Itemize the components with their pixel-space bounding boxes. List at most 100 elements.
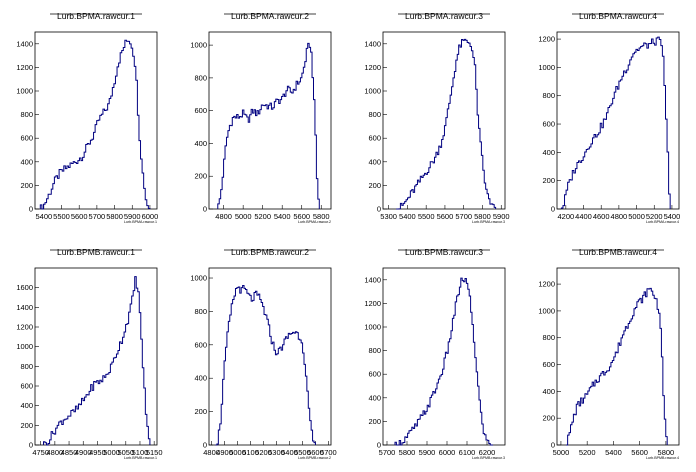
x-tick-label: 5300 [380,212,397,221]
y-tick-label: 1600 [16,283,33,292]
histogram-series [394,277,493,446]
x-tick-label: 5900 [124,212,141,221]
x-tick-label: 4950 [89,448,106,457]
y-tick-label: 0 [29,205,33,214]
x-tick-label: 5900 [493,212,510,221]
y-tick-label: 1400 [16,303,33,312]
chart-title: Lurb.BPMB.rawcur.3 [405,247,483,257]
y-tick-label: 600 [20,382,33,391]
x-tick-label: 4750 [32,448,49,457]
histogram-panel: Lurb.BPMB.rawcur.4 0 200 400 600 800 1000 1200 5… [522,236,696,472]
chart-title: Lurb.BPMB.rawcur.1 [57,247,135,257]
y-tick-label: 400 [368,393,381,402]
y-tick-label: 1000 [538,63,555,72]
x-tick-label: 5700 [455,212,472,221]
histogram-series [217,42,320,209]
y-tick-label: 200 [368,181,381,190]
x-tick-label: 5150 [146,448,163,457]
histogram-panel: Lurb.BPMA.rawcur.1 0 200 400 600 800 1000 1200 1… [0,0,174,236]
y-tick-label: 600 [368,134,381,143]
y-tick-label: 1000 [16,87,33,96]
histogram-panel: Lurb.BPMA.rawcur.3 0 200 400 600 800 1000 1200 1… [348,0,522,236]
y-tick-label: 800 [542,333,555,342]
x-tick-label: 4900 [216,448,233,457]
x-tick-label: 5500 [418,212,435,221]
chart-title: Lurb.BPMA.rawcur.4 [579,11,657,21]
y-tick-label: 1000 [538,306,555,315]
x-tick-label: 6000 [142,212,159,221]
y-tick-label: 400 [20,157,33,166]
x-tick-label: 4200 [557,212,574,221]
x-tick-label: 5700 [89,212,106,221]
x-tick-label: 5050 [117,448,134,457]
x-axis-label: Lurb.BPMA.rawcur.2 [298,220,331,224]
histogram-svg: Lurb.BPMA.rawcur.4 0 200 400 600 800 1000 1200 4… [538,11,681,224]
x-tick-label: 6200 [479,448,496,457]
y-tick-label: 400 [20,401,33,410]
x-tick-label: 5600 [437,212,454,221]
x-tick-label: 5900 [419,448,436,457]
x-tick-label: 5500 [53,212,70,221]
x-tick-label: 5600 [71,212,88,221]
y-tick-label: 600 [194,340,207,349]
x-tick-label: 5000 [229,448,246,457]
x-tick-label: 4400 [575,212,592,221]
x-tick-label: 4800 [47,448,64,457]
x-tick-label: 5400 [399,212,416,221]
y-tick-label: 200 [368,417,381,426]
y-tick-label: 200 [194,172,207,181]
histogram-series [396,38,497,210]
y-tick-label: 800 [194,73,207,82]
y-tick-label: 1000 [190,274,207,283]
y-tick-label: 1400 [364,39,381,48]
y-tick-label: 200 [20,181,33,190]
y-tick-label: 0 [377,205,381,214]
x-tick-label: 5800 [658,448,675,457]
y-tick-label: 600 [542,120,555,129]
plot-frame [382,31,506,210]
y-tick-label: 1000 [364,323,381,332]
y-tick-label: 1200 [364,63,381,72]
histogram-panel: Lurb.BPMB.rawcur.2 0 200 400 600 800 1000 4800 4… [174,236,348,472]
x-tick-label: 5800 [399,448,416,457]
x-axis-label: Lurb.BPMA.rawcur.1 [124,220,157,224]
plot-frame [556,31,680,210]
y-tick-label: 1200 [538,280,555,289]
x-tick-label: 5000 [553,448,570,457]
chart-title: Lurb.BPMB.rawcur.2 [231,247,309,257]
y-tick-label: 200 [194,407,207,416]
x-tick-label: 5400 [664,212,681,221]
histogram-svg: Lurb.BPMA.rawcur.1 0 200 400 600 800 1000 1200 1… [16,11,159,224]
y-tick-label: 1400 [364,275,381,284]
histogram-series [39,39,151,210]
y-tick-label: 400 [542,148,555,157]
x-tick-label: 4600 [593,212,610,221]
y-tick-label: 1400 [16,39,33,48]
y-tick-label: 1000 [364,87,381,96]
x-axis-label: Lurb.BPMA.rawcur.3 [472,220,505,224]
y-tick-label: 800 [20,110,33,119]
histogram-series [560,36,671,209]
y-tick-label: 1000 [16,342,33,351]
y-tick-label: 600 [542,360,555,369]
y-tick-label: 0 [203,205,207,214]
x-tick-label: 5100 [132,448,149,457]
x-tick-label: 5400 [281,448,298,457]
y-tick-label: 0 [551,441,555,450]
y-tick-label: 1200 [16,323,33,332]
x-tick-label: 5000 [628,212,645,221]
x-tick-label: 5200 [255,448,272,457]
plot-frame [34,31,158,210]
x-tick-label: 5800 [474,212,491,221]
x-tick-label: 5600 [293,212,310,221]
x-tick-label: 5000 [235,212,252,221]
x-tick-label: 5200 [254,212,271,221]
plot-frame [208,267,332,446]
y-tick-label: 800 [20,362,33,371]
x-tick-label: 5800 [313,212,330,221]
x-axis-label: Lurb.BPMA.rawcur.4 [646,220,679,224]
y-tick-label: 400 [194,374,207,383]
x-axis-label: Lurb.BPMB.rawcur.2 [298,456,331,460]
y-tick-label: 0 [29,441,33,450]
histogram-series [215,284,316,446]
